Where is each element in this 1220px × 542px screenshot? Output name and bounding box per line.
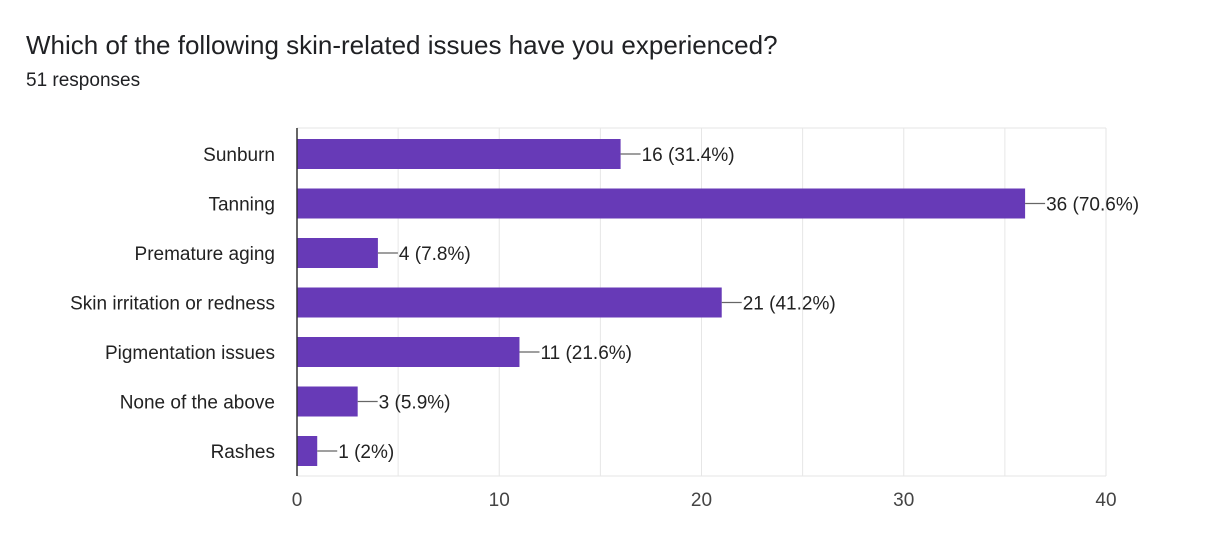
bar-pigmentation-issues xyxy=(297,337,520,367)
category-label: Pigmentation issues xyxy=(105,343,275,364)
category-label: Rashes xyxy=(211,442,275,463)
x-tick-label: 0 xyxy=(292,490,303,511)
category-label: Premature aging xyxy=(135,244,275,265)
value-label: 11 (21.6%) xyxy=(540,343,632,364)
category-label: Tanning xyxy=(208,195,275,216)
x-tick-label: 30 xyxy=(893,490,914,511)
response-count: 51 responses xyxy=(26,70,141,91)
value-label: 1 (2%) xyxy=(338,442,394,463)
bar-none-of-the-above xyxy=(297,386,358,417)
bar-skin-irritation-or-redness xyxy=(297,287,722,318)
bar-sunburn xyxy=(297,139,621,169)
chart-title: Which of the following skin-related issu… xyxy=(26,30,778,60)
value-label: 36 (70.6%) xyxy=(1046,195,1139,216)
value-label: 3 (5.9%) xyxy=(379,393,451,414)
x-tick-label: 10 xyxy=(489,490,510,511)
x-tick-label: 20 xyxy=(691,490,712,511)
bar-premature-aging xyxy=(297,238,378,268)
value-label: 16 (31.4%) xyxy=(642,145,735,166)
value-label: 4 (7.8%) xyxy=(399,244,471,265)
category-label: Sunburn xyxy=(203,145,275,166)
category-label: Skin irritation or redness xyxy=(70,294,275,315)
bar-tanning xyxy=(297,188,1026,219)
x-tick-label: 40 xyxy=(1095,490,1116,511)
bar-rashes xyxy=(297,436,318,466)
category-label: None of the above xyxy=(120,393,275,414)
value-label: 21 (41.2%) xyxy=(743,294,836,315)
